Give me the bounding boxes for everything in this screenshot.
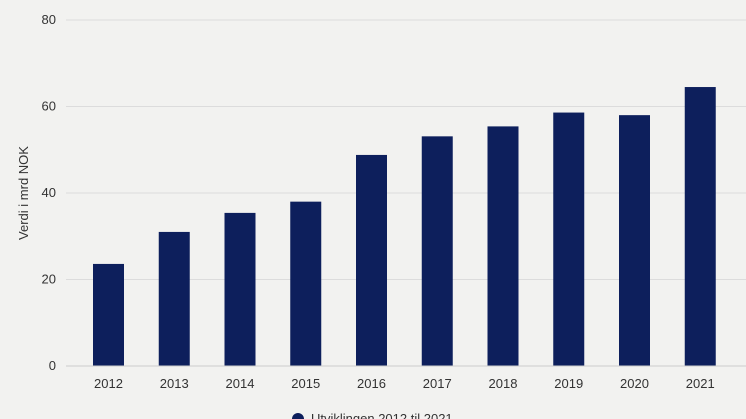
y-tick-label: 0: [49, 358, 56, 373]
bar-2016[interactable]: [356, 154, 387, 366]
x-tick-label: 2018: [489, 376, 518, 391]
x-tick-label: 2016: [357, 376, 386, 391]
x-tick-label: 2017: [423, 376, 452, 391]
bar-2015[interactable]: [290, 201, 322, 366]
x-tick-label: 2021: [686, 376, 715, 391]
x-tick-label: 2019: [554, 376, 583, 391]
x-tick-label: 2012: [94, 376, 123, 391]
x-tick-label: 2015: [291, 376, 320, 391]
x-axis-ticks: 2012 2013 2014 2015 2016 2017 2018 2019 2020 2021: [94, 376, 715, 391]
y-tick-label: 80: [42, 12, 56, 27]
bar-2014[interactable]: [224, 212, 256, 366]
x-tick-label: 2013: [160, 376, 189, 391]
bar-2018[interactable]: [487, 126, 519, 367]
legend[interactable]: Utviklingen 2012 til 2021: [292, 411, 453, 419]
y-axis-title: Verdi i mrd NOK: [16, 146, 31, 240]
bar-2013[interactable]: [158, 231, 190, 366]
bar-2017[interactable]: [421, 136, 453, 366]
legend-label: Utviklingen 2012 til 2021: [311, 411, 453, 419]
x-tick-label: 2014: [226, 376, 255, 391]
bars: [93, 87, 716, 367]
bar-2020[interactable]: [619, 115, 650, 367]
y-axis-ticks: 0 20 40 60 80: [42, 12, 56, 373]
bar-2012[interactable]: [93, 263, 124, 366]
y-tick-label: 40: [42, 185, 56, 200]
y-tick-label: 60: [42, 99, 56, 114]
legend-marker: [292, 413, 304, 419]
y-tick-label: 20: [42, 272, 56, 287]
x-tick-label: 2020: [620, 376, 649, 391]
bar-2021[interactable]: [684, 87, 716, 366]
bar-2019[interactable]: [553, 112, 585, 367]
